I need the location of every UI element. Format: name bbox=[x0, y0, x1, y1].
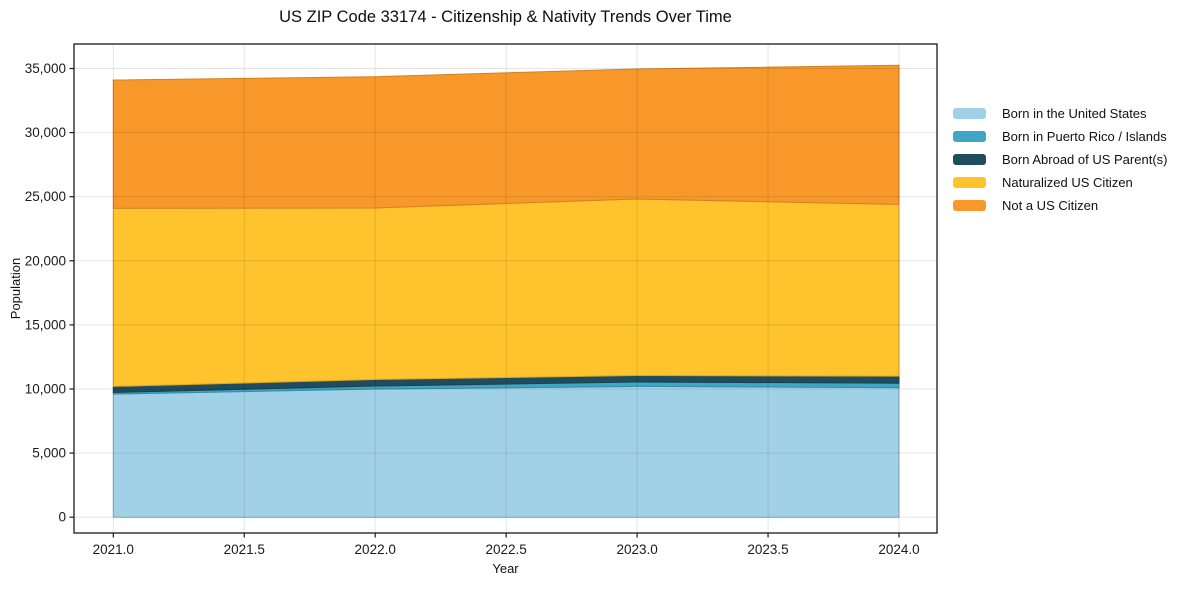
legend-label: Born in the United States bbox=[1002, 106, 1147, 122]
y-tick-label: 0 bbox=[58, 510, 66, 525]
legend-item: Born in the United States bbox=[953, 102, 1167, 125]
y-tick-label: 20,000 bbox=[25, 253, 66, 268]
legend-item: Born Abroad of US Parent(s) bbox=[953, 148, 1167, 171]
x-tick-label: 2024.0 bbox=[878, 542, 919, 557]
legend-item: Born in Puerto Rico / Islands bbox=[953, 125, 1167, 148]
legend-swatch bbox=[953, 108, 986, 120]
plot-border bbox=[73, 43, 938, 534]
x-tick-label: 2022.5 bbox=[486, 542, 527, 557]
legend-swatch bbox=[953, 131, 986, 143]
legend-label: Born Abroad of US Parent(s) bbox=[1002, 152, 1168, 168]
legend-swatch bbox=[953, 154, 986, 166]
legend-item: Not a US Citizen bbox=[953, 194, 1167, 217]
y-tick-label: 30,000 bbox=[25, 125, 66, 140]
x-tick-label: 2023.5 bbox=[747, 542, 788, 557]
y-tick-label: 10,000 bbox=[25, 382, 66, 397]
y-tick-label: 15,000 bbox=[25, 317, 66, 332]
y-tick-label: 35,000 bbox=[25, 61, 66, 76]
y-axis-label: Population bbox=[8, 258, 23, 319]
legend-label: Not a US Citizen bbox=[1002, 198, 1099, 214]
chart-title: US ZIP Code 33174 - Citizenship & Nativi… bbox=[279, 8, 732, 26]
x-tick-label: 2021.0 bbox=[93, 542, 134, 557]
legend-swatch bbox=[953, 177, 986, 189]
legend: Born in the United States Born in Puerto… bbox=[953, 102, 1167, 217]
x-tick-label: 2021.5 bbox=[224, 542, 265, 557]
x-tick-label: 2022.0 bbox=[355, 542, 396, 557]
y-tick-label: 25,000 bbox=[25, 189, 66, 204]
y-tick-label: 5,000 bbox=[32, 446, 66, 461]
x-axis-label: Year bbox=[492, 561, 519, 576]
legend-swatch bbox=[953, 200, 986, 212]
legend-label: Naturalized US Citizen bbox=[1002, 175, 1133, 191]
legend-label: Born in Puerto Rico / Islands bbox=[1002, 129, 1167, 145]
x-tick-label: 2023.0 bbox=[616, 542, 657, 557]
legend-item: Naturalized US Citizen bbox=[953, 171, 1167, 194]
area-series-4 bbox=[112, 64, 900, 209]
